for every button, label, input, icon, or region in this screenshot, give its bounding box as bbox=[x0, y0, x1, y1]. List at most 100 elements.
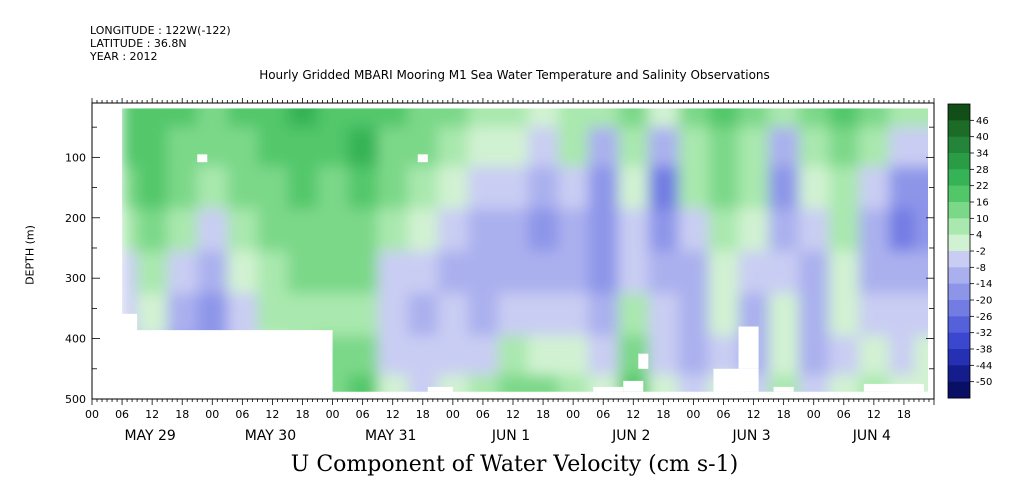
heatmap-cell bbox=[558, 103, 590, 129]
heatmap-cell bbox=[618, 208, 650, 252]
y-tick-label: 200 bbox=[65, 212, 86, 225]
heatmap-cell bbox=[197, 251, 229, 295]
x-tick-label: 06 bbox=[356, 408, 370, 421]
heatmap-cell bbox=[888, 127, 915, 168]
heatmap-cell bbox=[528, 335, 560, 376]
heatmap-cell bbox=[648, 251, 680, 295]
heatmap-cell bbox=[437, 127, 469, 168]
heatmap-cell bbox=[648, 127, 680, 168]
x-tick-label: 00 bbox=[566, 408, 580, 421]
x-tick-label: 18 bbox=[416, 408, 430, 421]
heatmap-cell bbox=[137, 103, 169, 129]
y-tick-label: 100 bbox=[65, 151, 86, 164]
heatmap-cell bbox=[888, 166, 915, 210]
heatmap-cell bbox=[317, 127, 349, 168]
missing-data-region bbox=[863, 383, 924, 392]
x-tick-label: 12 bbox=[747, 408, 761, 421]
heatmap-cell bbox=[377, 208, 409, 252]
x-tick-label: 00 bbox=[807, 408, 821, 421]
missing-data-region bbox=[773, 386, 794, 392]
heatmap-cell bbox=[528, 166, 560, 210]
missing-data-region bbox=[277, 368, 303, 392]
heatmap-cell bbox=[888, 293, 915, 337]
heatmap-cell bbox=[588, 208, 620, 252]
y-tick-label: 400 bbox=[65, 333, 86, 346]
missing-data-region bbox=[427, 386, 453, 392]
heatmap-cell bbox=[407, 166, 439, 210]
heatmap-cell bbox=[347, 127, 379, 168]
x-tick-label: 00 bbox=[326, 408, 340, 421]
colorbar-label: -2 bbox=[976, 247, 986, 258]
heatmap-cell bbox=[497, 103, 530, 129]
heatmap-cell bbox=[798, 293, 830, 337]
colorbar-label: -38 bbox=[976, 345, 992, 356]
x-tick-label: 18 bbox=[296, 408, 310, 421]
heatmap-cell bbox=[738, 208, 770, 252]
y-axis-label: DEPTH (m) bbox=[23, 225, 37, 285]
heatmap-cell bbox=[558, 166, 590, 210]
heatmap-cell bbox=[768, 208, 800, 252]
missing-data-region bbox=[713, 368, 744, 392]
heatmap-cell bbox=[798, 127, 830, 168]
heatmap-cell bbox=[858, 208, 890, 252]
heatmap-cell bbox=[167, 166, 199, 210]
heatmap-cell bbox=[558, 208, 590, 252]
x-tick-label: 06 bbox=[115, 408, 129, 421]
x-day-label: MAY 30 bbox=[245, 428, 296, 444]
heatmap-cell bbox=[588, 293, 620, 337]
heatmap-cell bbox=[648, 208, 680, 252]
heatmap-cell bbox=[858, 127, 890, 168]
x-tick-label: 00 bbox=[85, 408, 99, 421]
heatmap-cell bbox=[407, 208, 439, 252]
x-tick-label: 18 bbox=[175, 408, 189, 421]
heatmap-cell bbox=[798, 103, 830, 129]
heatmap-cell bbox=[798, 251, 830, 295]
heatmap-cell bbox=[678, 166, 710, 210]
heatmap-cell bbox=[167, 127, 199, 168]
x-tick-label: 06 bbox=[837, 408, 851, 421]
heatmap-cell bbox=[558, 335, 590, 376]
heatmap-cell bbox=[122, 127, 139, 168]
colorbar-label: 16 bbox=[976, 198, 989, 209]
heatmap-cell bbox=[197, 103, 229, 129]
heatmap-cell bbox=[467, 208, 499, 252]
heatmap-cell bbox=[227, 103, 259, 129]
x-tick-label: 12 bbox=[145, 408, 159, 421]
heatmap-cell bbox=[828, 127, 860, 168]
y-tick-label: 500 bbox=[65, 393, 86, 406]
colorbar-label: -20 bbox=[976, 296, 992, 307]
heatmap-cell bbox=[768, 335, 800, 376]
x-axis-label: U Component of Water Velocity (cm s-1) bbox=[290, 452, 739, 477]
heatmap-cell bbox=[528, 251, 560, 295]
colorbar-label: 10 bbox=[976, 214, 989, 225]
heatmap-cell bbox=[377, 103, 409, 129]
heatmap-cell bbox=[497, 208, 530, 252]
heatmap-cell bbox=[437, 166, 469, 210]
heatmap-cell bbox=[347, 251, 379, 295]
heatmap-cell bbox=[377, 166, 409, 210]
heatmap-cell bbox=[618, 251, 650, 295]
heatmap-cell bbox=[708, 251, 740, 295]
heatmap-cell bbox=[257, 208, 289, 252]
x-day-label: JUN 2 bbox=[611, 428, 650, 444]
x-tick-label: 06 bbox=[476, 408, 490, 421]
x-tick-label: 06 bbox=[235, 408, 249, 421]
heatmap-cell bbox=[227, 208, 259, 252]
heatmap-cell bbox=[528, 293, 560, 337]
heatmap-cell bbox=[497, 127, 530, 168]
heatmap-cell bbox=[167, 293, 199, 337]
heatmap-cell bbox=[287, 208, 319, 252]
heatmap-cell bbox=[648, 335, 680, 376]
x-tick-label: 12 bbox=[265, 408, 279, 421]
heatmap-cell bbox=[437, 293, 469, 337]
heatmap-cell bbox=[828, 251, 860, 295]
x-tick-label: 12 bbox=[386, 408, 400, 421]
y-tick-label: 300 bbox=[65, 272, 86, 285]
colorbar-label: -50 bbox=[976, 377, 992, 388]
heatmap-cell bbox=[137, 251, 169, 295]
heatmap-cell bbox=[137, 166, 169, 210]
heatmap-cell bbox=[122, 166, 139, 210]
heatmap-cell bbox=[678, 208, 710, 252]
heatmap-cell bbox=[708, 166, 740, 210]
heatmap-cell bbox=[287, 251, 319, 295]
